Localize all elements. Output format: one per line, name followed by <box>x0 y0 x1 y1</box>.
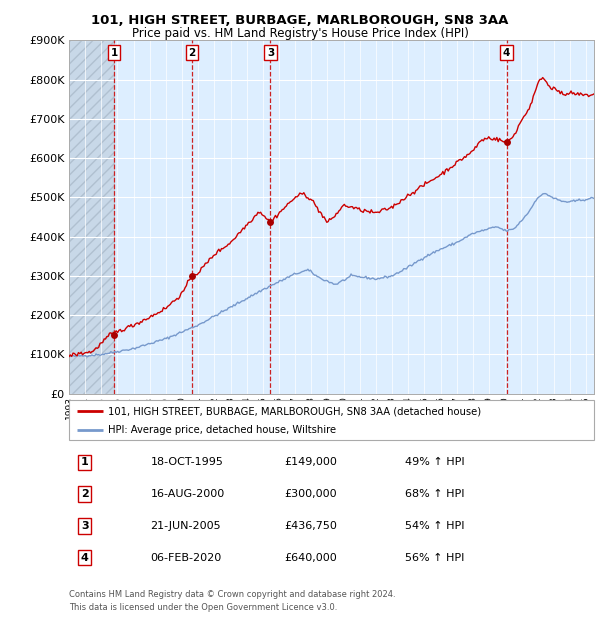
Text: £149,000: £149,000 <box>284 458 337 467</box>
Text: £436,750: £436,750 <box>284 521 337 531</box>
Text: 101, HIGH STREET, BURBAGE, MARLBOROUGH, SN8 3AA (detached house): 101, HIGH STREET, BURBAGE, MARLBOROUGH, … <box>109 406 482 416</box>
Text: 4: 4 <box>503 48 510 58</box>
Text: 49% ↑ HPI: 49% ↑ HPI <box>405 458 464 467</box>
Text: 3: 3 <box>267 48 274 58</box>
Text: 16-AUG-2000: 16-AUG-2000 <box>151 489 224 499</box>
Text: Contains HM Land Registry data © Crown copyright and database right 2024.: Contains HM Land Registry data © Crown c… <box>69 590 395 600</box>
Text: 2: 2 <box>81 489 89 499</box>
Bar <box>69 40 114 394</box>
Text: 2: 2 <box>188 48 196 58</box>
Text: 68% ↑ HPI: 68% ↑ HPI <box>405 489 464 499</box>
Text: 1: 1 <box>81 458 89 467</box>
Text: £300,000: £300,000 <box>284 489 337 499</box>
Text: 101, HIGH STREET, BURBAGE, MARLBOROUGH, SN8 3AA: 101, HIGH STREET, BURBAGE, MARLBOROUGH, … <box>91 14 509 27</box>
Text: Price paid vs. HM Land Registry's House Price Index (HPI): Price paid vs. HM Land Registry's House … <box>131 27 469 40</box>
Text: 56% ↑ HPI: 56% ↑ HPI <box>405 552 464 562</box>
Text: 54% ↑ HPI: 54% ↑ HPI <box>405 521 464 531</box>
Text: 06-FEB-2020: 06-FEB-2020 <box>151 552 221 562</box>
Text: 4: 4 <box>81 552 89 562</box>
Text: 1: 1 <box>110 48 118 58</box>
Text: This data is licensed under the Open Government Licence v3.0.: This data is licensed under the Open Gov… <box>69 603 337 612</box>
Text: £640,000: £640,000 <box>284 552 337 562</box>
Text: 18-OCT-1995: 18-OCT-1995 <box>151 458 223 467</box>
Text: 21-JUN-2005: 21-JUN-2005 <box>151 521 221 531</box>
Text: HPI: Average price, detached house, Wiltshire: HPI: Average price, detached house, Wilt… <box>109 425 337 435</box>
Text: 3: 3 <box>81 521 89 531</box>
